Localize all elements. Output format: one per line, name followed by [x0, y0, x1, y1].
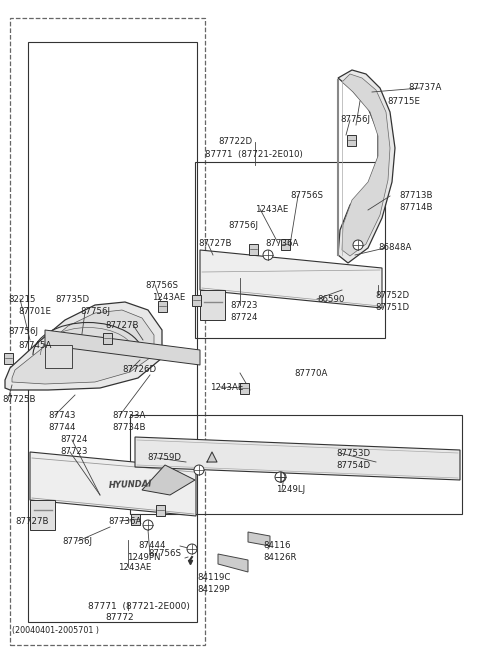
- Text: 87722D: 87722D: [218, 138, 252, 147]
- Text: 87713B: 87713B: [399, 191, 432, 200]
- Text: 86590: 86590: [317, 295, 344, 303]
- Polygon shape: [248, 532, 270, 546]
- Polygon shape: [218, 554, 248, 572]
- Text: 87723: 87723: [230, 301, 257, 310]
- Text: 87725B: 87725B: [2, 396, 36, 405]
- Text: HYUNDAI: HYUNDAI: [108, 479, 152, 490]
- Polygon shape: [30, 500, 55, 530]
- Text: 87724: 87724: [230, 312, 257, 322]
- Text: 84119C: 84119C: [197, 572, 230, 582]
- Bar: [347, 134, 356, 145]
- Text: 1243AE: 1243AE: [210, 383, 243, 392]
- Polygon shape: [338, 70, 395, 263]
- Circle shape: [263, 250, 273, 260]
- Text: 87743: 87743: [48, 411, 75, 419]
- Text: 87745A: 87745A: [18, 341, 51, 350]
- Text: 87756J: 87756J: [80, 307, 110, 316]
- Text: 84126R: 84126R: [263, 553, 297, 563]
- Text: (20040401-2005701 ): (20040401-2005701 ): [12, 626, 99, 635]
- Bar: [195, 162, 385, 338]
- Text: 87756J: 87756J: [62, 536, 92, 546]
- Text: 87723: 87723: [60, 447, 87, 457]
- Bar: [157, 301, 167, 312]
- Text: 87727B: 87727B: [198, 240, 231, 248]
- Text: 87753D: 87753D: [336, 449, 370, 457]
- Text: 87737A: 87737A: [408, 83, 442, 92]
- Polygon shape: [200, 290, 225, 320]
- Text: 87715E: 87715E: [387, 96, 420, 105]
- Circle shape: [194, 465, 204, 475]
- Text: 87726D: 87726D: [122, 365, 156, 375]
- Text: 87714B: 87714B: [399, 204, 432, 212]
- Text: 87733A: 87733A: [112, 411, 145, 419]
- Text: 87756J: 87756J: [228, 221, 258, 229]
- Text: 87756S: 87756S: [148, 550, 181, 559]
- Polygon shape: [30, 452, 196, 516]
- Polygon shape: [342, 74, 390, 256]
- Text: 84116: 84116: [263, 542, 290, 550]
- Text: 87754D: 87754D: [336, 460, 370, 470]
- Circle shape: [187, 544, 197, 554]
- Text: 1243AE: 1243AE: [255, 204, 288, 214]
- Text: 87736A: 87736A: [108, 517, 142, 525]
- Bar: [280, 238, 289, 250]
- Polygon shape: [135, 437, 460, 480]
- Polygon shape: [45, 345, 72, 368]
- Text: 87736A: 87736A: [265, 240, 299, 248]
- Polygon shape: [200, 250, 382, 308]
- Bar: [3, 352, 12, 364]
- Text: 87734B: 87734B: [112, 422, 145, 432]
- Text: 87727B: 87727B: [105, 320, 139, 329]
- Text: 87771  (87721-2E000): 87771 (87721-2E000): [88, 601, 190, 610]
- Text: 87701E: 87701E: [18, 307, 51, 316]
- Bar: [10, 18, 205, 645]
- Bar: [103, 333, 111, 343]
- Text: 87756J: 87756J: [340, 115, 370, 124]
- Polygon shape: [5, 302, 162, 390]
- Bar: [130, 415, 462, 514]
- Text: 87759D: 87759D: [147, 453, 181, 462]
- Text: 1243AE: 1243AE: [152, 293, 185, 303]
- Text: 1249LJ: 1249LJ: [276, 485, 305, 495]
- Text: 82215: 82215: [8, 295, 36, 303]
- Bar: [192, 295, 201, 305]
- Circle shape: [275, 472, 285, 482]
- Polygon shape: [45, 330, 200, 365]
- Text: 87735D: 87735D: [55, 295, 89, 303]
- Bar: [131, 514, 140, 525]
- Bar: [249, 244, 257, 255]
- Text: 87771  (87721-2E010): 87771 (87721-2E010): [205, 151, 303, 160]
- Polygon shape: [207, 452, 217, 462]
- Text: 87756S: 87756S: [290, 191, 323, 200]
- Polygon shape: [142, 465, 195, 495]
- Text: 87727B: 87727B: [15, 517, 48, 527]
- Text: 87756J: 87756J: [8, 328, 38, 337]
- Circle shape: [276, 472, 286, 482]
- Bar: [28, 42, 197, 622]
- Text: 87444: 87444: [138, 542, 166, 550]
- Text: 87770A: 87770A: [294, 369, 327, 377]
- Text: 87772: 87772: [105, 614, 133, 622]
- Circle shape: [143, 520, 153, 530]
- Text: 87752D: 87752D: [375, 291, 409, 299]
- Text: 1249PN: 1249PN: [127, 553, 160, 563]
- Polygon shape: [12, 310, 154, 384]
- Text: 87756S: 87756S: [145, 280, 178, 290]
- Bar: [240, 383, 249, 394]
- Circle shape: [353, 240, 363, 250]
- Text: 84129P: 84129P: [197, 584, 229, 593]
- Text: 87751D: 87751D: [375, 303, 409, 312]
- Text: 87744: 87744: [48, 422, 75, 432]
- Text: 86848A: 86848A: [378, 244, 411, 252]
- Text: 1243AE: 1243AE: [118, 563, 151, 572]
- Text: 87724: 87724: [60, 436, 87, 445]
- Bar: [156, 504, 165, 515]
